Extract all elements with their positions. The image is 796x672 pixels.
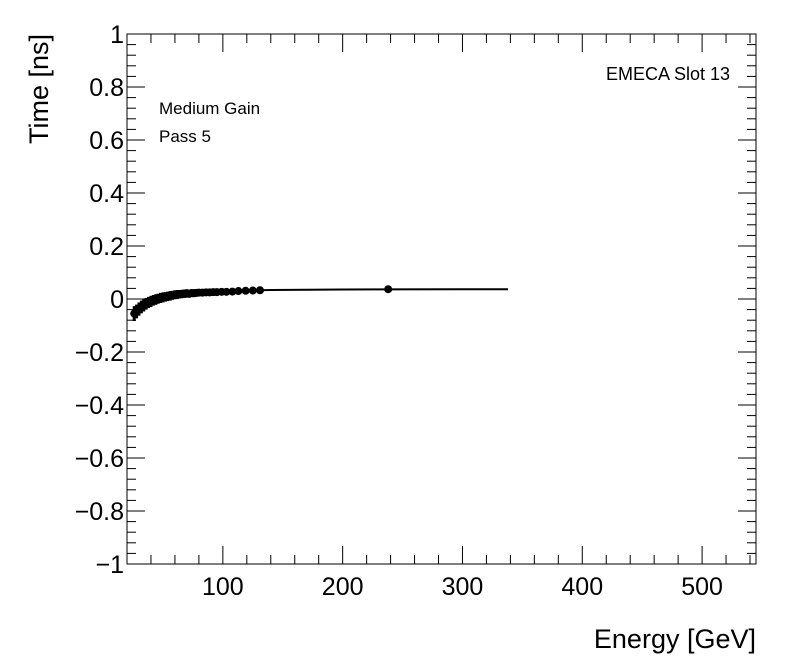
data-point [241,286,250,295]
y-tick-label: −0.2 [75,339,124,367]
y-tick-label: −1 [95,551,124,579]
y-tick-label: −0.8 [75,498,124,526]
y-tick-label: −0.6 [75,445,124,473]
data-point [255,286,264,295]
x-tick-label: 400 [561,573,603,601]
x-tick-label: 200 [322,573,364,601]
y-tick-labels: −1 −0.8 −0.6 −0.4 −0.2 0 0.2 0.4 0.6 0.8 1 [75,21,124,579]
x-tick-label: 100 [202,573,244,601]
y-tick-label: 0.8 [89,74,124,102]
annotation-gain: Medium Gain [159,99,260,118]
y-tick-label: 0.2 [89,233,124,261]
x-axis-title: Energy [GeV] [594,624,756,654]
y-axis-title: Time [ns] [24,34,54,144]
data-point [234,287,243,296]
data-point [228,287,237,296]
x-tick-labels: 100 200 300 400 500 [202,573,723,601]
axis-ticks [126,33,756,565]
x-tick-label: 500 [681,573,723,601]
slot-label: EMECA Slot 13 [606,64,730,84]
x-tick-label: 300 [442,573,484,601]
y-tick-label: 0.6 [89,127,124,155]
annotation-pass: Pass 5 [159,127,211,146]
data-point [384,285,393,294]
data-points [130,285,393,321]
y-tick-label: 1 [110,21,124,49]
y-tick-label: 0 [110,286,124,314]
data-point [222,287,231,296]
y-tick-label: 0.4 [89,180,124,208]
data-point [248,286,257,295]
y-tick-label: −0.4 [75,392,124,420]
